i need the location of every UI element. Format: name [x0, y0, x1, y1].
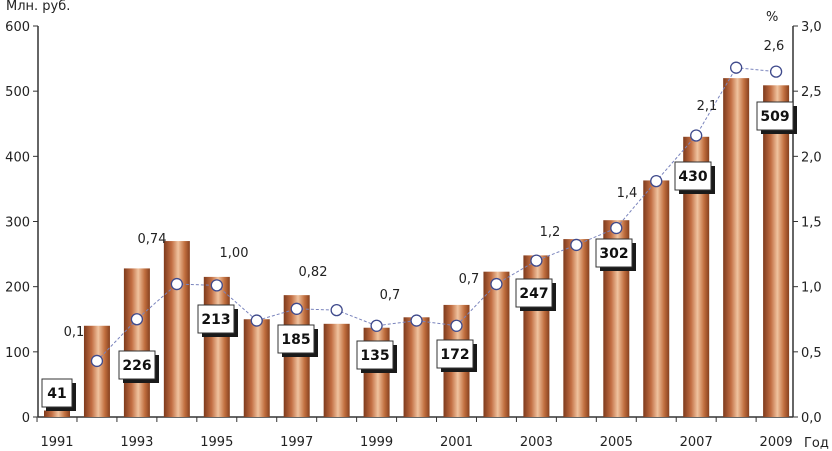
left-tick-label: 300 [5, 216, 30, 231]
bar [643, 180, 670, 417]
percent-label: 1,2 [540, 225, 561, 240]
percent-label: 1,00 [220, 246, 249, 261]
percent-point [410, 314, 423, 327]
value-boxes: 41 226 213 185 135 172 247 302 430 509 [41, 101, 797, 411]
left-tick-label: 200 [5, 281, 30, 296]
right-tick-label: 2,5 [801, 85, 822, 100]
percent-point [250, 314, 263, 327]
value-box [197, 304, 235, 334]
bar [83, 325, 110, 417]
bar [123, 268, 150, 417]
percent-point [730, 61, 743, 74]
percent-point [650, 174, 663, 188]
percent-point [370, 319, 383, 332]
percent-point [530, 254, 543, 267]
bar [403, 317, 430, 417]
percent-labels: 0,1 0,74 1,00 0,82 0,7 0,7 1,2 1,4 2,1 2,6 [64, 39, 785, 340]
percent-line [90, 61, 783, 368]
value-box [515, 278, 553, 308]
percent-label: 0,74 [138, 232, 167, 247]
value-box-label: 172 [440, 347, 469, 363]
left-axis-ticks: 0 100 200 300 400 500 600 [5, 20, 38, 426]
x-tick-label: 1991 [40, 435, 73, 450]
bar [763, 85, 790, 417]
x-tick-label: 1995 [200, 435, 233, 450]
value-box-label: 135 [360, 348, 389, 364]
x-tick-label: 1993 [120, 435, 153, 450]
value-box [41, 378, 73, 408]
value-box [277, 324, 315, 354]
percent-label: 0,7 [459, 272, 480, 287]
bar [323, 323, 350, 417]
percent-label: 1,4 [617, 186, 638, 201]
value-box-label: 430 [678, 169, 707, 185]
percent-point [610, 221, 623, 235]
percent-point [490, 277, 503, 291]
x-tick-label: 1999 [360, 435, 393, 450]
value-box-label: 509 [760, 109, 789, 125]
percent-point [330, 303, 343, 317]
percent-point [130, 313, 144, 326]
value-box [118, 350, 156, 380]
value-box [436, 339, 474, 369]
right-axis-title: % [766, 10, 778, 25]
value-box [595, 238, 633, 268]
left-tick-label: 400 [5, 150, 30, 165]
x-tick-label: 1997 [280, 435, 313, 450]
bar [483, 271, 510, 417]
percent-point [290, 302, 303, 315]
right-tick-label: 0,5 [801, 346, 822, 361]
right-tick-label: 2,0 [801, 150, 822, 165]
percent-label: 2,1 [697, 99, 718, 114]
left-tick-label: 600 [5, 20, 30, 35]
percent-series-line [96, 67, 777, 362]
value-box-label: 41 [47, 386, 66, 402]
bar [723, 78, 750, 417]
right-tick-label: 3,0 [801, 20, 822, 35]
bar [44, 410, 70, 417]
percent-point [570, 238, 583, 252]
percent-label: 0,7 [380, 288, 401, 303]
value-box [756, 101, 794, 131]
x-tick-label: 2009 [760, 435, 793, 450]
bar [563, 239, 590, 417]
x-tick-label: 2005 [600, 435, 633, 450]
value-box-label: 213 [201, 312, 230, 328]
x-tick-label: 2001 [440, 435, 473, 450]
percent-label: 2,6 [764, 39, 785, 54]
percent-point [170, 277, 184, 291]
percent-point [769, 65, 783, 78]
value-box-label: 302 [599, 246, 628, 262]
bar [243, 319, 270, 417]
percent-point [210, 279, 223, 292]
percent-point [690, 129, 703, 142]
percent-point [90, 354, 104, 368]
value-box [674, 161, 712, 191]
x-axis-ticks: 1991 1993 1995 1997 1999 2001 2003 2005 2007 2009 [36, 417, 793, 450]
percent-point [450, 319, 463, 332]
left-tick-label: 0 [22, 411, 30, 426]
left-tick-label: 100 [5, 346, 30, 361]
x-axis-title: Год [804, 436, 829, 451]
bar [163, 241, 190, 417]
left-axis-title: Млн. руб. [6, 0, 70, 14]
value-box-label: 185 [281, 332, 310, 348]
percent-label: 0,1 [64, 325, 85, 340]
x-tick-label: 2007 [680, 435, 713, 450]
left-tick-label: 500 [5, 85, 30, 100]
value-box-label: 226 [122, 358, 151, 374]
x-tick-label: 2003 [520, 435, 553, 450]
percent-label: 0,82 [299, 265, 328, 280]
value-box-label: 247 [519, 286, 548, 302]
bar [203, 276, 230, 417]
plot-area: 0 100 200 300 400 500 600 0,0 0,5 1,0 1,5 2,0 2,5 3,… [5, 20, 822, 450]
right-tick-label: 0,0 [801, 411, 822, 426]
right-tick-label: 1,5 [801, 216, 822, 231]
value-box [356, 340, 394, 370]
right-tick-label: 1,0 [801, 281, 822, 296]
right-axis-ticks: 0,0 0,5 1,0 1,5 2,0 2,5 3,0 [793, 20, 822, 426]
